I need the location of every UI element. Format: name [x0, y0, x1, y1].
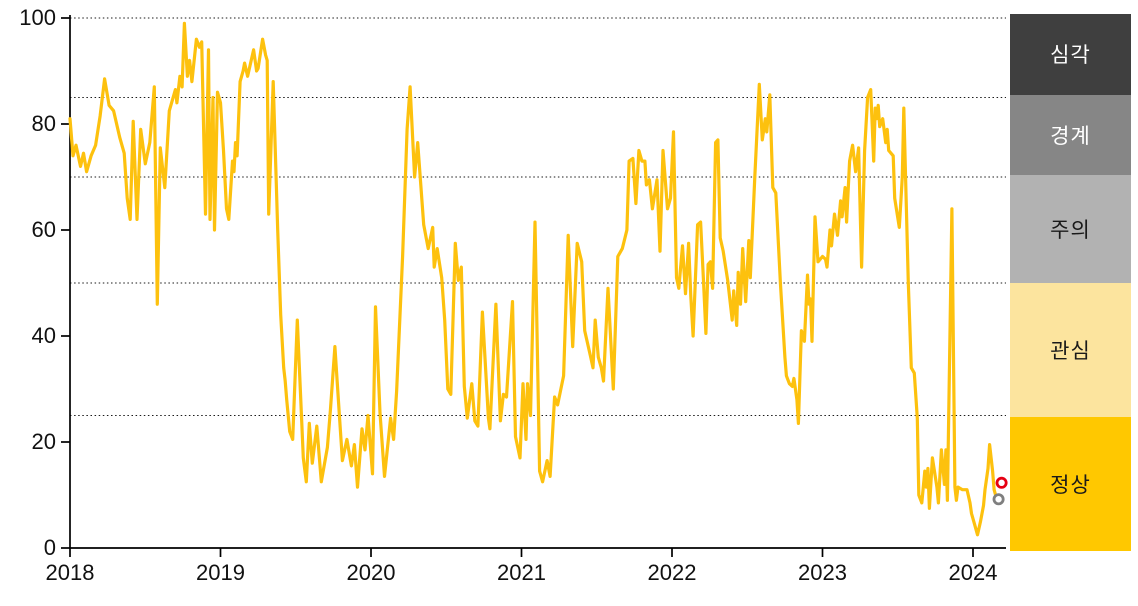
legend-band-3: 주의	[1010, 175, 1131, 283]
series-index-line	[68, 21, 998, 537]
legend-band-label: 주의	[1050, 218, 1091, 242]
legend-band-4: 관심	[1010, 282, 1131, 417]
y-axis-tick-label: 80	[31, 111, 56, 136]
y-axis-tick-label: 20	[31, 429, 56, 454]
legend-band-label: 관심	[1050, 339, 1091, 363]
x-axis-tick-label: 2022	[647, 560, 697, 585]
x-axis-tick-label: 2023	[798, 560, 847, 585]
x-axis-tick-label: 2018	[45, 560, 95, 585]
legend-band-label: 심각	[1050, 44, 1091, 68]
y-axis-tick-label: 100	[19, 5, 56, 30]
legend-band-1: 심각	[1010, 14, 1131, 95]
gray-open-circle	[992, 493, 1005, 506]
y-axis-tick-label: 60	[31, 217, 56, 242]
x-axis-tick-label: 2021	[497, 560, 546, 585]
legend-band-label: 정상	[1050, 473, 1091, 497]
y-axis-tick-label: 0	[43, 535, 56, 560]
x-axis-tick-label: 2024	[948, 560, 998, 585]
legend-band-2: 경계	[1010, 94, 1131, 176]
x-axis-tick-label: 2020	[346, 560, 396, 585]
legend-band-5: 정상	[1010, 416, 1131, 551]
legend-band-label: 경계	[1050, 124, 1091, 148]
x-axis-tick-label: 2019	[196, 560, 245, 585]
y-axis-tick-label: 40	[31, 323, 56, 348]
red-open-circle	[995, 476, 1008, 489]
